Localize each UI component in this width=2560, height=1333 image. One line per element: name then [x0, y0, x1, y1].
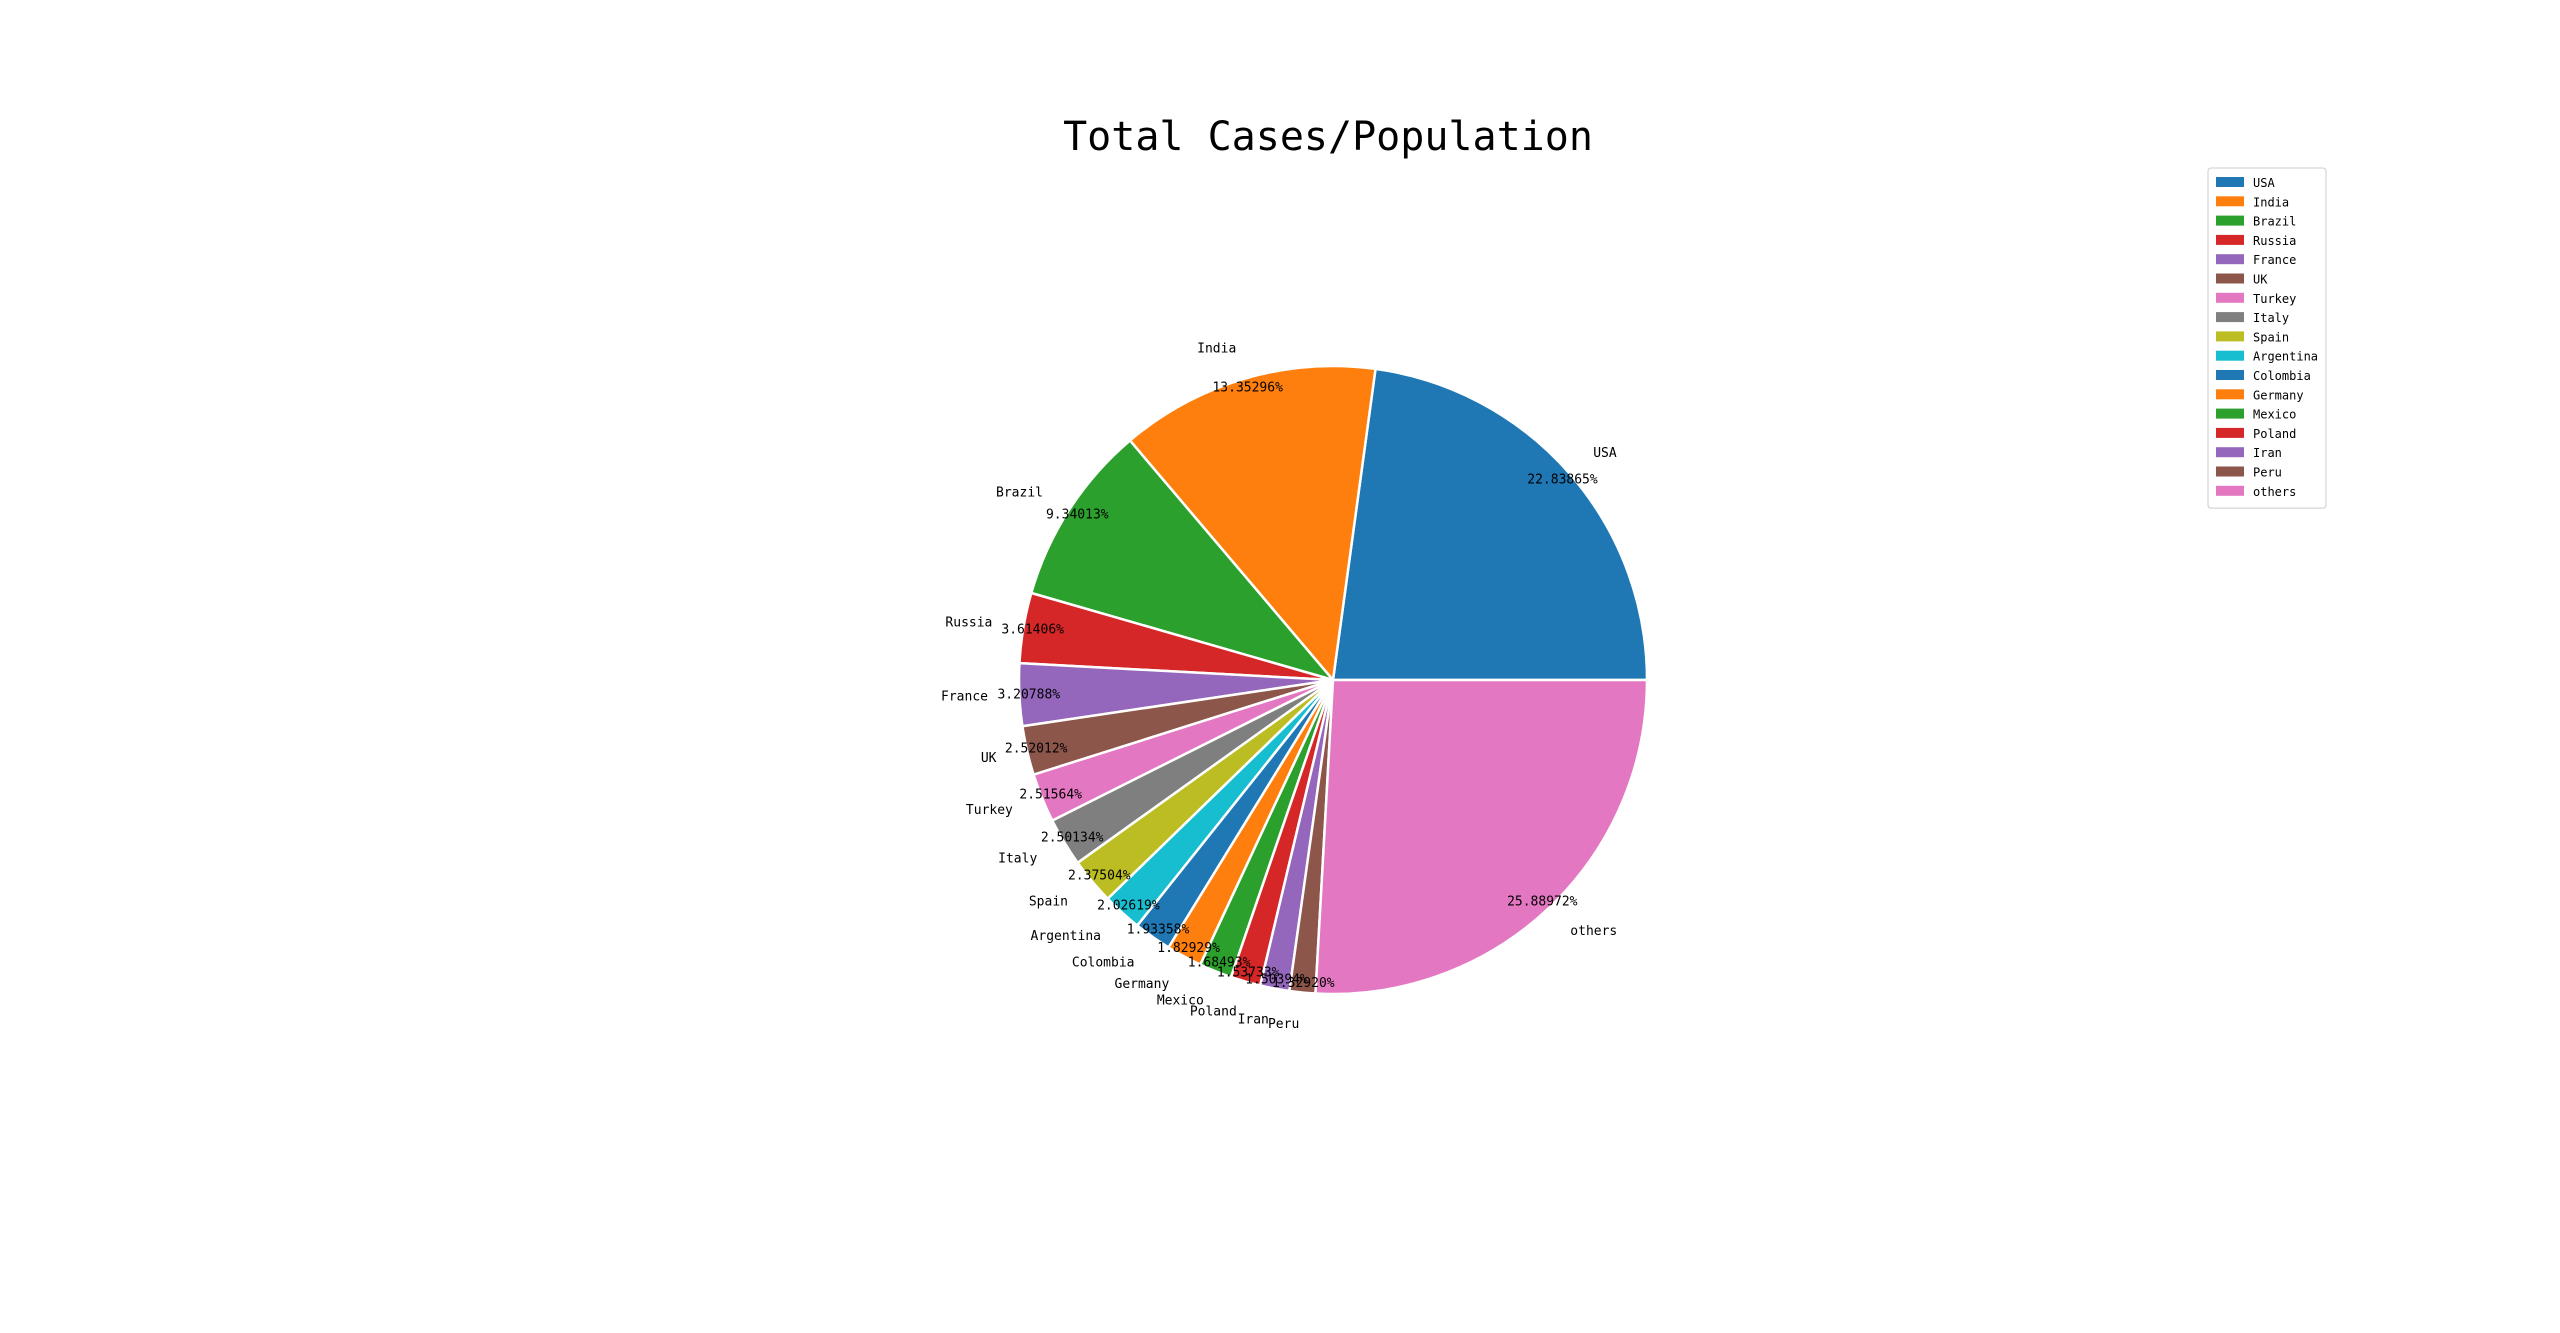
- legend-item-russia: Russia: [2216, 234, 2296, 248]
- legend-label-usa: USA: [2253, 176, 2275, 190]
- legend-item-others: others: [2216, 485, 2296, 499]
- legend-item-poland: Poland: [2216, 427, 2296, 441]
- pct-label-france: 3.20788%: [997, 687, 1060, 702]
- pie-slices: [1017, 364, 1649, 996]
- slice-label-turkey: Turkey: [966, 803, 1013, 818]
- pie-slice-usa: [1331, 367, 1649, 682]
- slice-label-colombia: Colombia: [1072, 956, 1135, 971]
- slice-label-brazil: Brazil: [996, 485, 1043, 500]
- slice-label-others: others: [1570, 924, 1617, 939]
- legend-label-mexico: Mexico: [2253, 408, 2296, 422]
- legend-label-india: India: [2253, 195, 2289, 209]
- legend-label-spain: Spain: [2253, 330, 2289, 344]
- slice-label-russia: Russia: [945, 616, 992, 631]
- slice-label-italy: Italy: [998, 851, 1037, 866]
- legend-swatch-iran: [2216, 447, 2244, 458]
- legend-swatch-russia: [2216, 234, 2244, 245]
- pct-label-italy: 2.50134%: [1041, 830, 1104, 845]
- pct-label-brazil: 9.34013%: [1046, 508, 1109, 523]
- legend-item-iran: Iran: [2216, 446, 2282, 460]
- legend-item-argentina: Argentina: [2216, 350, 2318, 364]
- legend-item-usa: USA: [2216, 176, 2275, 190]
- legend-swatch-mexico: [2216, 408, 2244, 419]
- slice-label-uk: UK: [981, 751, 997, 766]
- legend-swatch-brazil: [2216, 215, 2244, 226]
- legend-swatch-germany: [2216, 389, 2244, 400]
- legend-label-france: France: [2253, 253, 2296, 267]
- legend-item-mexico: Mexico: [2216, 408, 2296, 422]
- slice-label-usa: USA: [1593, 446, 1617, 461]
- legend-item-france: France: [2216, 253, 2296, 267]
- legend-swatch-peru: [2216, 466, 2244, 477]
- slice-label-spain: Spain: [1029, 895, 1068, 910]
- legend-swatch-france: [2216, 254, 2244, 265]
- legend-label-peru: Peru: [2253, 466, 2282, 480]
- legend-swatch-colombia: [2216, 370, 2244, 380]
- legend-item-uk: UK: [2216, 273, 2268, 287]
- pie-slice-brazil: [1030, 439, 1335, 682]
- pct-label-argentina: 2.02619%: [1097, 899, 1160, 914]
- legend-label-poland: Poland: [2253, 427, 2296, 441]
- pct-label-usa: 22.83865%: [1527, 473, 1598, 488]
- legend: USA India Brazil Russia France UK Turkey Italy S…: [2207, 167, 2327, 509]
- legend-item-india: India: [2216, 195, 2289, 209]
- legend-swatch-india: [2216, 196, 2244, 207]
- legend-swatch-turkey: [2216, 292, 2244, 303]
- slice-label-france: France: [941, 689, 988, 704]
- chart-title: Total Cases/Population: [1063, 114, 1593, 160]
- legend-item-italy: Italy: [2216, 311, 2289, 325]
- legend-swatch-uk: [2216, 273, 2244, 284]
- legend-label-colombia: Colombia: [2253, 369, 2311, 383]
- pie-slice-india: [1128, 364, 1377, 682]
- legend-swatch-poland: [2216, 427, 2244, 438]
- legend-label-uk: UK: [2253, 273, 2268, 287]
- legend-label-germany: Germany: [2253, 388, 2304, 402]
- legend-label-turkey: Turkey: [2253, 292, 2296, 306]
- legend-swatch-italy: [2216, 312, 2244, 323]
- pct-label-peru: 1.32920%: [1272, 976, 1335, 991]
- legend-swatch-argentina: [2216, 350, 2244, 361]
- legend-swatch-usa: [2216, 177, 2244, 187]
- legend-item-germany: Germany: [2216, 388, 2304, 402]
- pct-label-turkey: 2.51564%: [1019, 788, 1082, 803]
- legend-label-argentina: Argentina: [2253, 350, 2318, 364]
- slice-label-mexico: Mexico: [1157, 993, 1204, 1008]
- legend-items: USA India Brazil Russia France UK Turkey Italy S…: [2216, 176, 2318, 499]
- legend-label-others: others: [2253, 485, 2296, 499]
- legend-item-turkey: Turkey: [2216, 292, 2296, 306]
- legend-frame: [2207, 167, 2327, 509]
- pct-label-uk: 2.52012%: [1005, 742, 1068, 757]
- slice-label-poland: Poland: [1190, 1005, 1237, 1020]
- pie-percent-labels: 22.83865% 13.35296% 9.34013% 3.61406% 3.2078…: [997, 381, 1598, 991]
- pie-slice-labels: USA India Brazil Russia France UK Turkey Italy S…: [941, 341, 1617, 1031]
- pct-label-germany: 1.82929%: [1157, 941, 1220, 956]
- pct-label-colombia: 1.93358%: [1127, 922, 1190, 937]
- legend-item-colombia: Colombia: [2216, 369, 2311, 383]
- pct-label-mexico: 1.68493%: [1188, 956, 1251, 971]
- legend-label-russia: Russia: [2253, 234, 2296, 248]
- pie-slice-others: [1314, 678, 1649, 996]
- pct-label-russia: 3.61406%: [1001, 622, 1064, 637]
- pct-label-india: 13.35296%: [1212, 381, 1283, 396]
- legend-label-italy: Italy: [2253, 311, 2289, 325]
- legend-label-brazil: Brazil: [2253, 215, 2296, 229]
- slice-label-india: India: [1197, 341, 1236, 356]
- legend-item-spain: Spain: [2216, 330, 2289, 344]
- pct-label-others: 25.88972%: [1507, 894, 1578, 909]
- slice-label-argentina: Argentina: [1031, 929, 1101, 944]
- legend-swatch-others: [2216, 485, 2244, 496]
- legend-item-brazil: Brazil: [2216, 215, 2296, 229]
- legend-swatch-spain: [2216, 331, 2244, 342]
- legend-item-peru: Peru: [2216, 466, 2282, 480]
- pct-label-poland: 1.53733%: [1217, 966, 1280, 981]
- slice-label-germany: Germany: [1115, 977, 1170, 992]
- slice-label-iran: Iran: [1238, 1012, 1269, 1027]
- legend-label-iran: Iran: [2253, 446, 2282, 460]
- slice-label-peru: Peru: [1268, 1017, 1299, 1032]
- pct-label-iran: 1.50394%: [1245, 972, 1308, 987]
- pct-label-spain: 2.37504%: [1068, 868, 1131, 883]
